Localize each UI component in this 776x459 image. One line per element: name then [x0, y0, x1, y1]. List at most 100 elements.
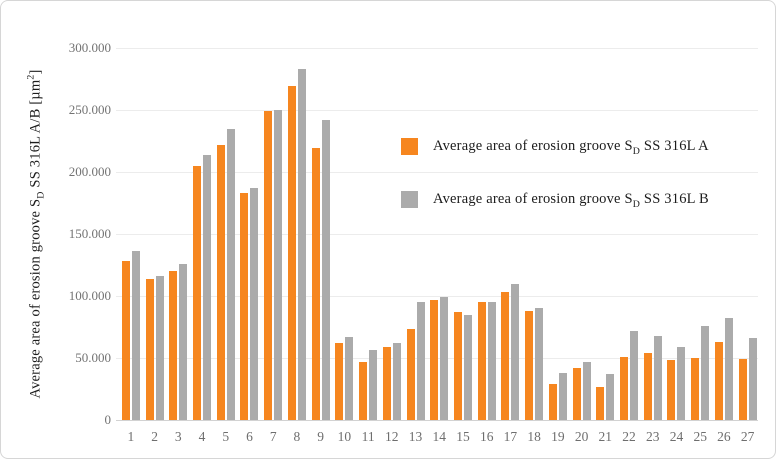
bar-series-a-cat-23 [643, 353, 652, 420]
bar-series-b-cat-27 [748, 338, 757, 420]
legend-item-series-b: Average area of erosion groove SD SS 316… [401, 191, 709, 210]
x-tick-label-24: 24 [669, 429, 684, 444]
bar-series-b-cat-26 [724, 318, 733, 420]
x-tick-label-25: 25 [693, 429, 707, 444]
y-axis-title-superscript: 2 [25, 74, 37, 80]
bar-series-a-cat-14 [430, 299, 439, 420]
y-axis-title-subscript: D [35, 191, 47, 199]
bar-series-a-cat-24 [667, 360, 676, 420]
legend-label-series-a: Average area of erosion groove SD SS 316… [433, 138, 709, 157]
bar-series-b-cat-22 [630, 330, 639, 420]
bar-series-a-cat-21 [596, 386, 605, 420]
legend-item-series-a: Average area of erosion groove SD SS 316… [401, 138, 709, 157]
bar-series-b-cat-14 [440, 296, 449, 420]
bar-series-a-cat-6 [240, 193, 249, 420]
x-tick-label-4: 4 [198, 429, 206, 444]
x-tick-label-2: 2 [151, 429, 158, 444]
x-tick-label-7: 7 [269, 429, 277, 444]
x-tick-label-10: 10 [337, 429, 352, 444]
legend-label-series-b: Average area of erosion groove SD SS 316… [433, 191, 709, 210]
legend-a-text: Average area of erosion groove S [433, 138, 633, 154]
bar-series-a-cat-4 [193, 165, 202, 420]
x-tick-label-9: 9 [317, 429, 324, 444]
bar-series-a-cat-10 [335, 342, 344, 420]
x-tick-label-1: 1 [127, 429, 135, 444]
y-tick-label: 200.000 [68, 164, 111, 179]
x-tick-label-27: 27 [740, 429, 755, 444]
y-tick-label: 150.000 [68, 226, 111, 241]
bar-series-b-cat-10 [345, 336, 354, 420]
bar-series-b-cat-4 [203, 154, 212, 420]
bar-series-b-cat-13 [416, 302, 425, 420]
y-tick-label: 250.000 [68, 102, 111, 117]
gridline-200.000 [116, 172, 758, 173]
bar-series-b-cat-20 [582, 361, 591, 420]
bar-series-a-cat-13 [406, 329, 415, 420]
bar-series-b-cat-19 [558, 372, 567, 420]
x-tick-label-5: 5 [222, 429, 230, 444]
x-tick-label-19: 19 [551, 429, 565, 444]
bar-series-b-cat-2 [155, 276, 164, 420]
bar-series-a-cat-20 [572, 367, 581, 420]
bar-series-a-cat-8 [287, 86, 296, 420]
y-tick-label: 50.000 [75, 350, 111, 365]
bar-series-a-cat-1 [121, 261, 130, 420]
gridline-300.000 [116, 48, 758, 49]
y-axis-title-end: ] [27, 69, 44, 75]
legend-swatch-series-a [401, 138, 418, 155]
y-tick-label: 100.000 [68, 288, 111, 303]
bar-series-b-cat-9 [321, 119, 330, 420]
bar-series-a-cat-16 [477, 302, 486, 420]
x-tick-label-14: 14 [432, 429, 447, 444]
bar-series-b-cat-11 [369, 349, 378, 420]
bar-series-a-cat-25 [691, 358, 700, 420]
legend-b-end: SS 316L B [640, 191, 709, 207]
bar-series-b-cat-17 [511, 284, 520, 420]
bar-series-a-cat-19 [548, 384, 557, 420]
bar-series-a-cat-5 [216, 144, 225, 420]
bar-series-b-cat-1 [131, 251, 140, 420]
legend-a-end: SS 316L A [640, 138, 709, 154]
bar-series-a-cat-27 [738, 358, 747, 420]
bar-series-b-cat-21 [606, 373, 615, 420]
bar-series-a-cat-12 [382, 346, 391, 420]
bar-series-b-cat-23 [653, 335, 662, 420]
x-tick-label-22: 22 [622, 429, 636, 444]
bar-series-b-cat-25 [701, 325, 710, 420]
bar-series-a-cat-2 [145, 278, 154, 420]
legend-b-text: Average area of erosion groove S [433, 191, 633, 207]
x-tick-label-13: 13 [408, 429, 423, 444]
x-tick-label-15: 15 [456, 429, 470, 444]
bar-series-a-cat-22 [620, 356, 629, 420]
gridline-250.000 [116, 110, 758, 111]
bar-series-b-cat-7 [274, 110, 283, 420]
x-tick-label-12: 12 [385, 429, 399, 444]
x-tick-label-6: 6 [246, 429, 253, 444]
bar-series-b-cat-16 [487, 301, 496, 420]
bar-series-b-cat-24 [677, 346, 686, 420]
x-tick-label-23: 23 [646, 429, 660, 444]
bar-series-a-cat-3 [169, 271, 178, 420]
x-tick-label-18: 18 [527, 429, 541, 444]
bar-series-b-cat-15 [463, 314, 472, 420]
x-tick-label-17: 17 [503, 429, 518, 444]
x-tick-label-26: 26 [717, 429, 731, 444]
x-tick-label-16: 16 [479, 429, 494, 444]
bar-series-b-cat-5 [226, 128, 235, 420]
bar-series-b-cat-6 [250, 188, 259, 420]
legend-b-subscript: D [632, 198, 641, 210]
bar-series-a-cat-7 [264, 111, 273, 420]
bar-series-a-cat-18 [525, 310, 534, 420]
bar-series-a-cat-9 [311, 148, 320, 420]
bar-series-a-cat-26 [714, 341, 723, 420]
x-tick-label-21: 21 [598, 429, 613, 444]
bar-series-a-cat-15 [453, 312, 462, 420]
x-axis-line [116, 420, 758, 421]
legend-a-subscript: D [632, 145, 641, 157]
legend-swatch-series-b [401, 191, 418, 208]
bar-series-b-cat-3 [179, 263, 188, 420]
bar-series-b-cat-18 [535, 307, 544, 420]
bar-series-b-cat-8 [297, 69, 306, 420]
bar-series-a-cat-17 [501, 292, 510, 420]
y-tick-label: 300.000 [68, 40, 111, 55]
